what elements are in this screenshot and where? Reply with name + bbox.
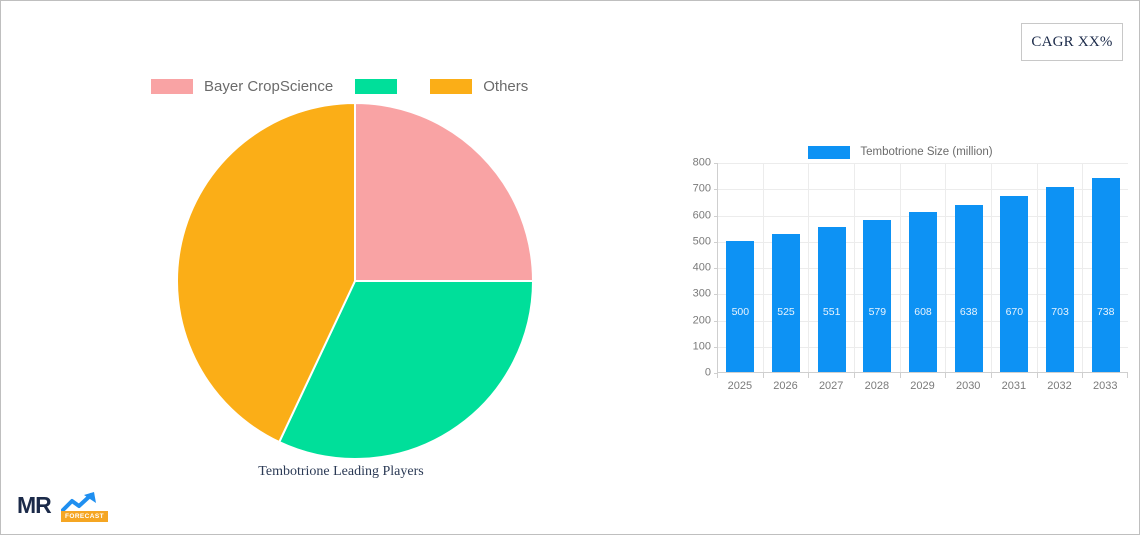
- bar-chart-panel: Tembotrione Size (million) 0 100 200 300 400…: [673, 141, 1128, 411]
- legend-swatch-icon: [430, 78, 473, 94]
- pie-legend-label-2: Others: [483, 77, 529, 95]
- pie-slice[interactable]: [277, 280, 535, 460]
- legend-swatch-icon: [808, 145, 851, 159]
- bar-value-label: 551: [822, 305, 841, 318]
- x-axis-tick-label: 2033: [1092, 380, 1118, 392]
- y-axis-tick-mark: [714, 320, 718, 322]
- bar-cell: 738: [1083, 163, 1128, 372]
- bar-cell: 608: [901, 163, 947, 372]
- gridline: [718, 189, 1128, 191]
- logo-wordmark: MR: [17, 492, 52, 518]
- bar-plot: 0 100 200 300 400 500 600 700 800 500 525 551 579 60…: [673, 157, 1128, 411]
- y-axis-tick-mark: [714, 268, 718, 269]
- x-axis-tick-mark: [1036, 373, 1083, 378]
- pie-legend-item-0[interactable]: Bayer CropScience: [151, 78, 333, 95]
- x-axis-tick-mark: [945, 373, 991, 378]
- x-axis-tick-label: 2029: [910, 380, 935, 392]
- pie-chart-caption: Tembotrione Leading Players: [258, 464, 424, 479]
- x-axis-tick-label: 2025: [727, 380, 753, 392]
- bar-value-label: 670: [1005, 305, 1024, 318]
- bar[interactable]: 579: [863, 220, 892, 372]
- bar[interactable]: 551: [817, 227, 846, 372]
- x-axis-tick-label: 2027: [818, 380, 844, 392]
- x-axis-tick-label: 2030: [955, 380, 981, 392]
- y-axis-tick-label: 400: [692, 261, 711, 274]
- bar-value-label: 525: [777, 305, 795, 318]
- pie-legend-item-2[interactable]: Others: [430, 78, 528, 95]
- pie-slice[interactable]: [354, 101, 535, 282]
- bar[interactable]: 738: [1091, 178, 1120, 372]
- x-axis-tick-mark: [1082, 373, 1128, 378]
- pie-slice[interactable]: [176, 101, 356, 444]
- bar-cell: 500: [718, 163, 764, 372]
- bar-value-label: 500: [731, 305, 750, 318]
- x-axis-tick-mark: [717, 373, 763, 378]
- x-axis-tick-mark: [762, 373, 809, 378]
- bar-value-label: 738: [1096, 305, 1115, 318]
- bar-cell: 525: [764, 163, 810, 372]
- bar[interactable]: 500: [726, 240, 755, 372]
- logo-badge-label: FORECAST: [61, 511, 108, 522]
- pie-svg: [176, 101, 535, 460]
- x-axis-tick-mark: [899, 373, 946, 378]
- bar-value-label: 703: [1051, 305, 1069, 318]
- cagr-badge-label: CAGR XX%: [1031, 33, 1113, 50]
- bar-cell: 670: [992, 163, 1038, 372]
- cagr-badge: CAGR XX%: [1021, 23, 1123, 61]
- y-axis-tick-label: 0: [704, 366, 711, 379]
- x-axis-tick-mark: [991, 373, 1037, 378]
- legend-swatch-icon: [151, 78, 193, 94]
- gridline: [718, 163, 1128, 164]
- x-axis: 2025 2026 2027 2028 2029 2030 2031 2032 2033: [717, 375, 1128, 397]
- bar[interactable]: 525: [772, 234, 800, 372]
- bar[interactable]: 670: [1000, 196, 1029, 372]
- x-axis-tick-mark: [808, 373, 854, 378]
- plot-area: 500 525 551 579 608 638 670 703 738: [714, 163, 1128, 374]
- y-axis-tick-mark: [714, 373, 718, 374]
- bar-cell: 579: [855, 163, 901, 372]
- y-axis-tick-label: 800: [692, 156, 711, 169]
- bar-legend: Tembotrione Size (million): [673, 141, 1128, 163]
- y-axis-tick-label: 700: [692, 182, 711, 195]
- bar-value-label: 638: [959, 305, 978, 318]
- bar-cell: 638: [946, 163, 993, 372]
- pie-chart-panel: Bayer CropScience Others Tembotrione Lea…: [21, 61, 661, 491]
- bar-series: 500 525 551 579 608 638 670 703 738: [718, 163, 1128, 372]
- x-axis-tick-label: 2026: [773, 380, 798, 392]
- bar[interactable]: 608: [909, 212, 938, 372]
- bar-legend-label: Tembotrione Size (million): [860, 146, 993, 158]
- x-axis-tick-label: 2028: [864, 380, 890, 392]
- y-axis-tick-label: 600: [692, 209, 711, 221]
- bar-value-label: 608: [914, 305, 932, 318]
- pie-legend: Bayer CropScience Others: [151, 73, 611, 99]
- y-axis-tick-mark: [714, 215, 718, 217]
- y-axis: 0 100 200 300 400 500 600 700 800: [673, 157, 711, 378]
- bar[interactable]: 638: [954, 204, 983, 372]
- bar-value-label: 579: [868, 305, 887, 318]
- x-axis-tick-mark: [854, 373, 900, 378]
- y-axis-tick-label: 200: [692, 314, 711, 326]
- y-axis-tick-mark: [714, 241, 718, 243]
- pie-chart-graphic: [21, 101, 661, 461]
- x-axis-tick-label: 2031: [1001, 380, 1027, 392]
- y-axis-tick-mark: [714, 346, 718, 348]
- bar[interactable]: 703: [1046, 187, 1075, 372]
- x-axis-ticks: [717, 373, 1128, 378]
- mr-forecast-logo: MR FORECAST: [17, 491, 108, 525]
- pie-legend-label-0: Bayer CropScience: [204, 77, 334, 95]
- y-axis-tick-label: 300: [692, 287, 711, 300]
- growth-arrow-icon: [61, 492, 96, 512]
- y-axis-tick-mark: [714, 294, 718, 296]
- y-axis-tick-label: 500: [692, 235, 711, 248]
- pie-legend-item-1[interactable]: [355, 78, 408, 94]
- y-axis-tick-mark: [714, 163, 718, 164]
- y-axis-tick-mark: [714, 189, 718, 191]
- bar-cell: 703: [1038, 163, 1084, 372]
- bar-cell: 551: [809, 163, 856, 372]
- legend-swatch-icon: [355, 78, 398, 94]
- x-axis-tick-label: 2032: [1047, 380, 1072, 392]
- y-axis-tick-label: 100: [692, 340, 711, 353]
- bar-legend-item-0[interactable]: Tembotrione Size (million): [808, 145, 993, 159]
